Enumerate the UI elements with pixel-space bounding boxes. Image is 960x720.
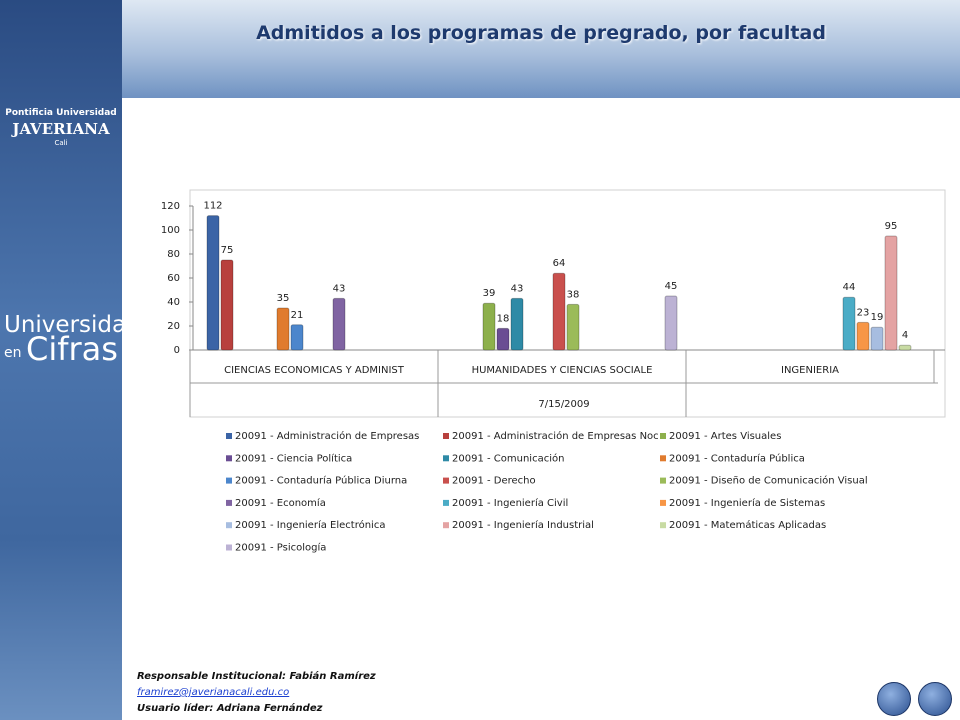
x-tick-label: HUMANIDADES Y CIENCIAS SOCIALE	[472, 365, 653, 376]
bar	[870, 326, 884, 351]
legend-swatch	[226, 455, 232, 462]
legend-swatch	[443, 522, 449, 529]
legend-label: 20091 - Psicología	[235, 542, 326, 554]
data-label: 95	[885, 221, 898, 232]
brand-text: Cifras	[26, 330, 118, 368]
legend-swatch	[660, 477, 666, 484]
legend-swatch	[443, 477, 449, 484]
bar	[566, 303, 580, 351]
data-label: 18	[497, 313, 510, 324]
legend-label: 20091 - Matemáticas Aplicadas	[669, 519, 826, 531]
legend-label: 20091 - Ingeniería de Sistemas	[669, 497, 825, 509]
data-label: 4	[902, 330, 908, 341]
y-tick-label: 100	[161, 225, 180, 236]
logo-line: Cali	[54, 139, 68, 147]
data-label: 64	[553, 258, 566, 269]
logo-line: Pontificia Universidad	[5, 108, 117, 118]
bar	[276, 307, 290, 351]
bar	[510, 297, 524, 351]
legend-swatch	[226, 433, 232, 439]
bar	[332, 297, 346, 351]
legend-label: 20091 - Artes Visuales	[669, 431, 781, 442]
legend-swatch	[660, 499, 666, 506]
data-label: 19	[871, 312, 884, 323]
bar	[664, 295, 678, 351]
legend-swatch	[226, 477, 232, 484]
x-axis-title: 7/15/2009	[538, 399, 589, 410]
y-tick-label: 0	[174, 345, 180, 356]
y-tick-label: 80	[167, 249, 180, 260]
data-label: 39	[483, 288, 496, 299]
data-label: 35	[277, 293, 290, 304]
legend-label: 20091 - Economía	[235, 497, 326, 509]
bar	[220, 259, 234, 351]
legend-label: 20091 - Contaduría Pública	[669, 452, 805, 464]
data-label: 38	[567, 289, 580, 300]
bar	[496, 327, 510, 351]
bar	[482, 302, 496, 351]
footer-email[interactable]: framirez@javerianacali.edu.co	[137, 687, 290, 698]
data-label: 23	[857, 307, 870, 318]
legend-label: 20091 - Ingeniería Industrial	[452, 519, 594, 531]
brand-text: Universidad	[4, 312, 141, 338]
legend-swatch	[660, 455, 666, 462]
legend-swatch	[660, 433, 666, 439]
sidebar	[0, 0, 122, 720]
chart-border	[189, 189, 946, 418]
legend-label: 20091 - Ciencia Política	[235, 452, 352, 464]
legend-label: 20091 - Administración de Empresas Noc	[452, 430, 659, 442]
data-label: 21	[291, 310, 304, 321]
bar	[552, 272, 566, 351]
footer-leader: Usuario líder: Adriana Fernández	[137, 703, 323, 714]
legend-label: 20091 - Derecho	[452, 476, 536, 487]
bar	[290, 324, 304, 351]
back-button[interactable]	[877, 682, 911, 716]
bar	[842, 296, 856, 351]
bar	[884, 235, 898, 351]
y-tick-label: 40	[167, 297, 180, 308]
footer-responsible: Responsable Institucional: Fabián Ramíre…	[137, 671, 376, 682]
bar	[206, 215, 220, 351]
legend-label: 20091 - Ingeniería Civil	[452, 497, 568, 509]
legend-swatch	[226, 499, 232, 506]
banner	[122, 0, 960, 98]
y-tick-label: 60	[167, 273, 180, 284]
home-button[interactable]	[918, 682, 952, 716]
legend-label: 20091 - Administración de Empresas	[235, 430, 419, 442]
legend-label: 20091 - Contaduría Pública Diurna	[235, 475, 407, 487]
slide-title: Admitidos a los programas de pregrado, p…	[256, 22, 826, 44]
bar	[856, 321, 870, 351]
logo-line: JAVERIANA	[12, 120, 110, 138]
legend-label: 20091 - Diseño de Comunicación Visual	[669, 475, 868, 487]
data-label: 43	[333, 283, 346, 294]
legend-swatch	[443, 455, 449, 462]
y-tick-label: 120	[161, 201, 180, 212]
brand-text: en	[4, 345, 22, 361]
legend-swatch	[226, 522, 232, 529]
data-label: 44	[843, 282, 856, 293]
legend-swatch	[226, 544, 232, 551]
legend-swatch	[443, 433, 449, 439]
legend-swatch	[660, 522, 666, 529]
data-label: 75	[221, 245, 234, 256]
y-tick-label: 20	[167, 321, 180, 332]
data-label: 43	[511, 283, 524, 294]
data-label: 112	[203, 201, 222, 212]
bar	[898, 344, 912, 351]
legend-label: 20091 - Comunicación	[452, 452, 564, 464]
x-tick-label: INGENIERIA	[781, 365, 839, 376]
legend-swatch	[443, 499, 449, 506]
x-tick-label: CIENCIAS ECONOMICAS Y ADMINIST	[224, 365, 405, 376]
legend-label: 20091 - Ingeniería Electrónica	[235, 519, 385, 531]
data-label: 45	[665, 281, 678, 292]
